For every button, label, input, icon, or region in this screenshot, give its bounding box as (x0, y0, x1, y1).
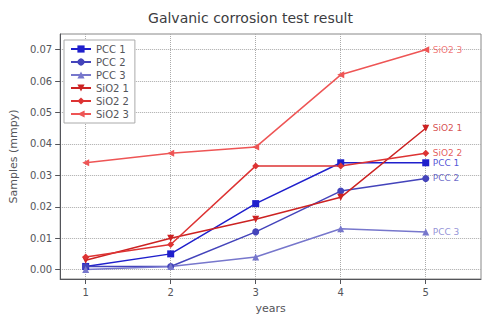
svg-text:5: 5 (423, 287, 429, 298)
svg-text:3: 3 (253, 287, 259, 298)
svg-text:0.05: 0.05 (30, 107, 52, 118)
svg-text:Samples (mmpy): Samples (mmpy) (7, 110, 20, 204)
svg-text:Galvanic corrosion test result: Galvanic corrosion test result (148, 10, 353, 26)
svg-text:SiO2 2: SiO2 2 (432, 148, 463, 159)
svg-text:PCC 1: PCC 1 (96, 44, 126, 55)
svg-text:PCC 3: PCC 3 (96, 70, 126, 81)
svg-text:0.02: 0.02 (30, 201, 52, 212)
svg-text:PCC 1: PCC 1 (433, 158, 460, 168)
svg-text:SiO2 1: SiO2 1 (96, 83, 129, 94)
svg-text:0.06: 0.06 (30, 76, 52, 87)
svg-text:0.04: 0.04 (30, 138, 52, 149)
svg-text:years: years (255, 302, 286, 315)
svg-text:PCC 2: PCC 2 (96, 57, 126, 68)
svg-text:SiO2 3: SiO2 3 (433, 45, 463, 55)
svg-text:PCC 2: PCC 2 (433, 173, 460, 183)
svg-text:4: 4 (338, 287, 344, 298)
svg-text:0.00: 0.00 (30, 264, 52, 275)
svg-text:SiO2 1: SiO2 1 (433, 123, 463, 133)
svg-text:2: 2 (168, 287, 174, 298)
svg-text:1: 1 (82, 287, 88, 298)
svg-text:SiO2 2: SiO2 2 (96, 96, 129, 107)
svg-text:0.01: 0.01 (30, 233, 52, 244)
svg-text:SiO2 3: SiO2 3 (96, 109, 129, 120)
svg-text:0.03: 0.03 (30, 170, 52, 181)
svg-text:0.07: 0.07 (30, 44, 52, 55)
svg-text:PCC 3: PCC 3 (433, 227, 460, 237)
